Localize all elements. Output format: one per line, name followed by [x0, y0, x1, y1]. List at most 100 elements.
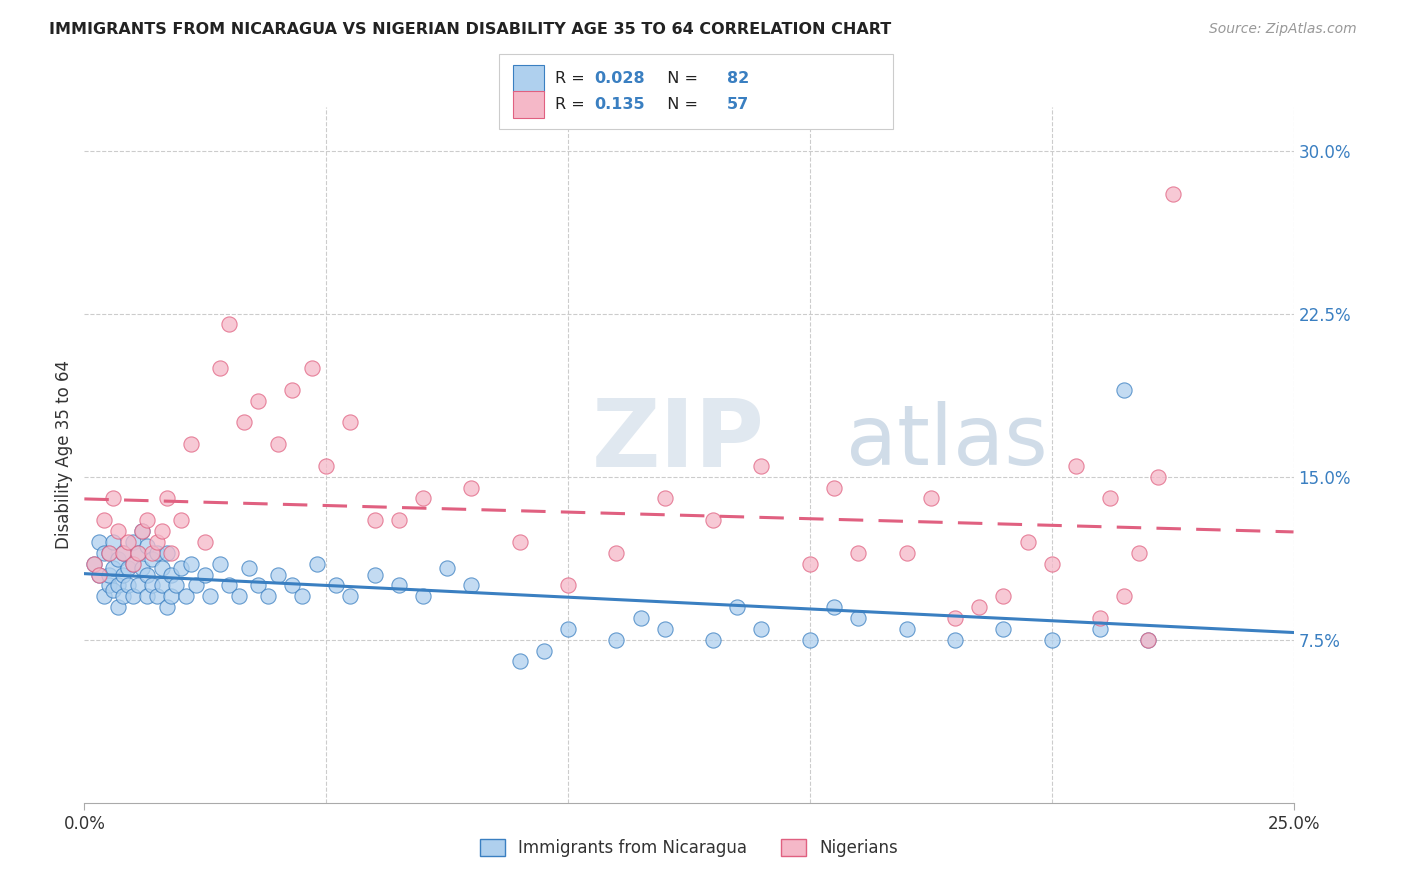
- Point: [136, 589, 159, 603]
- Point: [339, 415, 361, 429]
- Point: [1088, 611, 1111, 625]
- Point: [238, 561, 260, 575]
- Point: [751, 622, 773, 636]
- Point: [131, 524, 153, 538]
- Point: [127, 546, 149, 560]
- Point: [127, 546, 149, 560]
- Point: [141, 546, 163, 560]
- Point: [112, 546, 135, 560]
- Text: 82: 82: [727, 71, 749, 86]
- Point: [325, 578, 347, 592]
- Point: [180, 557, 202, 571]
- Point: [146, 534, 169, 549]
- Point: [170, 513, 193, 527]
- Point: [993, 589, 1015, 603]
- Point: [1114, 383, 1136, 397]
- Point: [131, 524, 153, 538]
- Point: [315, 458, 337, 473]
- Point: [799, 632, 821, 647]
- Point: [194, 567, 217, 582]
- Point: [1128, 546, 1150, 560]
- Point: [1088, 622, 1111, 636]
- Point: [208, 557, 231, 571]
- Point: [184, 578, 207, 592]
- Point: [702, 513, 724, 527]
- Y-axis label: Disability Age 35 to 64: Disability Age 35 to 64: [55, 360, 73, 549]
- Point: [267, 567, 290, 582]
- Point: [107, 552, 129, 566]
- Point: [967, 600, 990, 615]
- Point: [117, 578, 139, 592]
- Point: [117, 561, 139, 575]
- Point: [605, 546, 627, 560]
- Point: [97, 546, 120, 560]
- Point: [121, 534, 143, 549]
- Point: [103, 561, 125, 575]
- Point: [83, 557, 105, 571]
- Point: [87, 567, 110, 582]
- Point: [305, 557, 328, 571]
- Point: [943, 611, 966, 625]
- Point: [388, 513, 411, 527]
- Point: [180, 437, 202, 451]
- Point: [136, 539, 159, 553]
- Point: [121, 557, 143, 571]
- Point: [112, 567, 135, 582]
- Point: [136, 567, 159, 582]
- Point: [896, 622, 918, 636]
- Point: [103, 534, 125, 549]
- Point: [155, 491, 177, 506]
- Point: [112, 546, 135, 560]
- Point: [97, 546, 120, 560]
- Point: [150, 578, 173, 592]
- Point: [218, 578, 240, 592]
- Point: [107, 578, 129, 592]
- Point: [1161, 186, 1184, 201]
- Point: [233, 415, 256, 429]
- Point: [155, 600, 177, 615]
- Point: [823, 600, 845, 615]
- Point: [301, 360, 323, 375]
- Text: 0.135: 0.135: [595, 97, 645, 112]
- Point: [1040, 632, 1063, 647]
- Point: [281, 383, 304, 397]
- Point: [1147, 469, 1170, 483]
- Point: [87, 534, 110, 549]
- Point: [165, 578, 187, 592]
- Point: [823, 481, 845, 495]
- Point: [87, 567, 110, 582]
- Point: [509, 655, 531, 669]
- Point: [509, 534, 531, 549]
- Point: [846, 611, 869, 625]
- Point: [388, 578, 411, 592]
- Point: [121, 589, 143, 603]
- Text: 0.028: 0.028: [595, 71, 645, 86]
- Point: [107, 600, 129, 615]
- Point: [228, 589, 250, 603]
- Point: [121, 557, 143, 571]
- Point: [846, 546, 869, 560]
- Point: [920, 491, 942, 506]
- Point: [799, 557, 821, 571]
- Point: [160, 589, 183, 603]
- Text: ZIP: ZIP: [592, 395, 765, 487]
- Point: [993, 622, 1015, 636]
- Point: [112, 589, 135, 603]
- Point: [146, 589, 169, 603]
- Point: [1137, 632, 1160, 647]
- Point: [751, 458, 773, 473]
- Point: [146, 546, 169, 560]
- Point: [557, 578, 579, 592]
- Point: [339, 589, 361, 603]
- Point: [136, 513, 159, 527]
- Point: [117, 534, 139, 549]
- Point: [1137, 632, 1160, 647]
- Point: [160, 567, 183, 582]
- Point: [107, 524, 129, 538]
- Point: [150, 524, 173, 538]
- Legend: Immigrants from Nicaragua, Nigerians: Immigrants from Nicaragua, Nigerians: [479, 838, 898, 857]
- Point: [208, 360, 231, 375]
- Point: [412, 491, 434, 506]
- Point: [557, 622, 579, 636]
- Text: R =: R =: [555, 71, 591, 86]
